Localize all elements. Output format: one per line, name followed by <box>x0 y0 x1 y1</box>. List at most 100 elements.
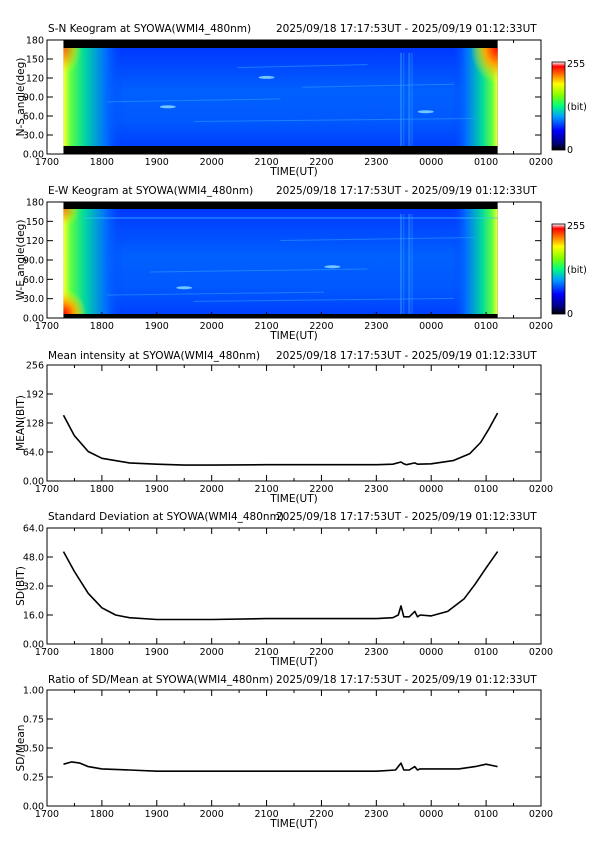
series-line <box>62 551 499 621</box>
y-tick-label: 150 <box>26 217 44 228</box>
panel-2: E-W Keogram at SYOWA(WMI4_480nm) 2025/09/… <box>15 185 587 342</box>
x-axis: 1700 1800 1900 2000 2100 2200 2300 0000 0100 0200… <box>35 690 553 830</box>
x-tick-label: 0200 <box>529 157 553 168</box>
x-tick-label: 2000 <box>200 647 224 658</box>
y-tick-label: 60.0 <box>23 275 44 286</box>
x-tick-label: 1800 <box>90 647 114 658</box>
y-tick-label: 90.0 <box>23 93 44 104</box>
series-line <box>62 412 499 466</box>
y-tick-label: 192 <box>26 390 44 401</box>
x-tick-label: 2300 <box>364 809 388 820</box>
y-axis-label: W-E angle(deg) <box>15 220 27 301</box>
y-tick-label: 0.00 <box>23 150 44 161</box>
x-tick-label: 2000 <box>200 157 224 168</box>
x-tick-label: 1700 <box>35 321 59 332</box>
y-tick-label: 0.50 <box>23 744 44 755</box>
y-tick-label: 90.0 <box>23 256 44 267</box>
y-tick-label: 60.0 <box>23 112 44 123</box>
x-tick-label: 1800 <box>90 809 114 820</box>
y-tick-label: 120 <box>26 236 44 247</box>
x-tick-label: 2300 <box>364 484 388 495</box>
y-tick-label: 32.0 <box>23 582 44 593</box>
y-tick-label: 180 <box>26 198 44 209</box>
keogram-image <box>63 40 498 154</box>
x-axis: 1700 1800 1900 2000 2100 2200 2300 0000 0100 0200… <box>35 528 553 668</box>
x-tick-label: 1900 <box>145 484 169 495</box>
x-tick-label: 2200 <box>309 809 333 820</box>
x-tick-label: 2000 <box>200 484 224 495</box>
x-tick-label: 0000 <box>419 647 443 658</box>
x-tick-label: 1900 <box>145 647 169 658</box>
x-tick-label: 2100 <box>254 647 278 658</box>
x-tick-label: 2300 <box>364 321 388 332</box>
x-tick-label: 0100 <box>474 809 498 820</box>
x-tick-label: 1700 <box>35 157 59 168</box>
y-tick-label: 0.00 <box>23 314 44 325</box>
y-tick-label: 120 <box>26 74 44 85</box>
time-range: 2025/09/18 17:17:53UT - 2025/09/19 01:12… <box>276 511 537 523</box>
x-axis-label: TIME(UT) <box>269 166 318 178</box>
panel-5: Ratio of SD/Mean at SYOWA(WMI4_480nm) 202… <box>15 674 553 830</box>
y-tick-label: 0.75 <box>23 715 44 726</box>
panel-3: Mean intensity at SYOWA(WMI4_480nm) 2025/… <box>15 350 553 505</box>
x-tick-label: 1800 <box>90 321 114 332</box>
y-tick-label: 30.0 <box>23 294 44 305</box>
x-tick-label: 2300 <box>364 647 388 658</box>
colorbar-min: 0 <box>567 145 573 156</box>
colorbar-max: 255 <box>567 221 585 232</box>
time-range: 2025/09/18 17:17:53UT - 2025/09/19 01:12… <box>276 23 537 35</box>
x-tick-label: 0000 <box>419 484 443 495</box>
y-tick-label: 150 <box>26 55 44 66</box>
x-tick-label: 0100 <box>474 484 498 495</box>
x-tick-label: 0200 <box>529 321 553 332</box>
x-tick-label: 2200 <box>309 157 333 168</box>
x-axis: 1700 1800 1900 2000 2100 2200 2300 0000 0100 0200… <box>35 202 553 342</box>
y-tick-label: 0.00 <box>23 477 44 488</box>
x-tick-label: 0200 <box>529 647 553 658</box>
panel-title: E-W Keogram at SYOWA(WMI4_480nm) <box>48 185 253 197</box>
y-tick-label: 128 <box>26 419 44 430</box>
plot-frame <box>46 689 542 807</box>
x-axis-label: TIME(UT) <box>269 656 318 668</box>
x-tick-label: 2200 <box>309 321 333 332</box>
y-tick-label: 0.00 <box>23 802 44 813</box>
panel-title: Ratio of SD/Mean at SYOWA(WMI4_480nm) <box>48 674 273 686</box>
x-axis: 1700 1800 1900 2000 2100 2200 2300 0000 0100 0200… <box>35 365 553 505</box>
panel-1: S-N Keogram at SYOWA(WMI4_480nm) 2025/09/… <box>15 23 587 178</box>
y-tick-label: 0.25 <box>23 773 44 784</box>
colorbar-max: 255 <box>567 59 585 70</box>
x-tick-label: 2000 <box>200 321 224 332</box>
y-axis-label: SD(BIT) <box>15 566 27 606</box>
x-tick-label: 0100 <box>474 647 498 658</box>
x-tick-label: 1800 <box>90 484 114 495</box>
x-tick-label: 1900 <box>145 157 169 168</box>
y-axis-label: MEAN(BIT) <box>15 395 27 451</box>
colorbar-unit: (bit) <box>567 265 587 276</box>
y-tick-label: 16.0 <box>23 611 44 622</box>
x-tick-label: 0100 <box>474 321 498 332</box>
x-tick-label: 2300 <box>364 157 388 168</box>
x-tick-label: 1700 <box>35 809 59 820</box>
x-tick-label: 2200 <box>309 647 333 658</box>
y-tick-label: 30.0 <box>23 131 44 142</box>
x-tick-label: 0000 <box>419 321 443 332</box>
x-tick-label: 2100 <box>254 321 278 332</box>
x-tick-label: 0200 <box>529 484 553 495</box>
time-range: 2025/09/18 17:17:53UT - 2025/09/19 01:12… <box>276 185 537 197</box>
x-tick-label: 2000 <box>200 809 224 820</box>
y-axis-label: SD/Mean <box>15 725 27 772</box>
y-tick-label: 256 <box>26 361 44 372</box>
x-tick-label: 0000 <box>419 809 443 820</box>
x-tick-label: 2100 <box>254 484 278 495</box>
y-axis: 0.00 0.25 0.50 0.75 1.00 SD/Mean <box>15 686 541 813</box>
colorbar-min: 0 <box>567 309 573 320</box>
panel-4: Standard Deviation at SYOWA(WMI4_480nm)2… <box>15 511 553 668</box>
y-tick-label: 48.0 <box>23 553 44 564</box>
colorbar: 255 (bit) 0 <box>551 221 587 320</box>
y-tick-label: 0.00 <box>23 640 44 651</box>
y-axis: 0.00 64.0 128 192 256 MEAN(BIT) <box>15 361 541 488</box>
x-tick-label: 1900 <box>145 321 169 332</box>
x-axis-label: TIME(UT) <box>269 330 318 342</box>
y-axis: 0.00 30.0 60.0 90.0 120 150 180 W-E angle(deg) <box>15 198 541 325</box>
x-tick-label: 0100 <box>474 157 498 168</box>
